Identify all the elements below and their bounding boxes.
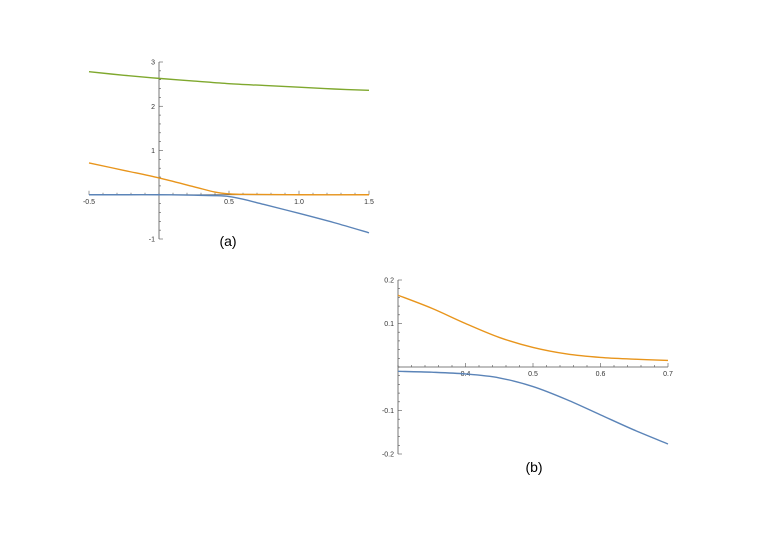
panel-a-x-tick-label: 0.5 [224, 199, 234, 206]
panel-b-y-tick-label: -0.1 [382, 408, 394, 415]
panel-a-chart: -0.5 0.5 1.0 1.5 -1 1 2 3 (a) [83, 60, 374, 250]
panel-a-series-line-2 [88, 162, 370, 196]
panel-b-y-tick-label: 0.1 [384, 321, 394, 328]
panel-a-y-tick-label: 3 [151, 60, 155, 67]
panel-b-series-line-1 [397, 294, 669, 362]
panel-a-series-line-3 [89, 194, 370, 234]
panel-a-label: (a) [219, 233, 236, 249]
panel-b-y-tick-label: -0.2 [382, 452, 394, 459]
panel-b-chart: 0.4 0.5 0.6 0.70.20.1-0.1-0.2(b) [382, 278, 673, 476]
panel-a-x-tick-label: 1.5 [364, 199, 374, 206]
panel-a-series-line-1 [88, 71, 370, 92]
panel-a-y-tick-label: 1 [151, 148, 155, 155]
panel-a-y-tick-label: 2 [151, 104, 155, 111]
panel-b-x-tick-label: 0.7 [663, 371, 673, 378]
panel-a-x-tick-label: -0.5 [83, 199, 95, 206]
panel-b-x-tick-label: 0.5 [528, 371, 538, 378]
panel-b-series-line-2 [397, 370, 669, 445]
panel-b-x-tick-label: 0.6 [596, 371, 606, 378]
panel-b-label: (b) [525, 459, 542, 475]
panel-a-x-tick-label: 1.0 [294, 199, 304, 206]
panel-b-y-tick-label: 0.2 [384, 278, 394, 285]
panel-a-y-tick-label: -1 [149, 237, 155, 244]
